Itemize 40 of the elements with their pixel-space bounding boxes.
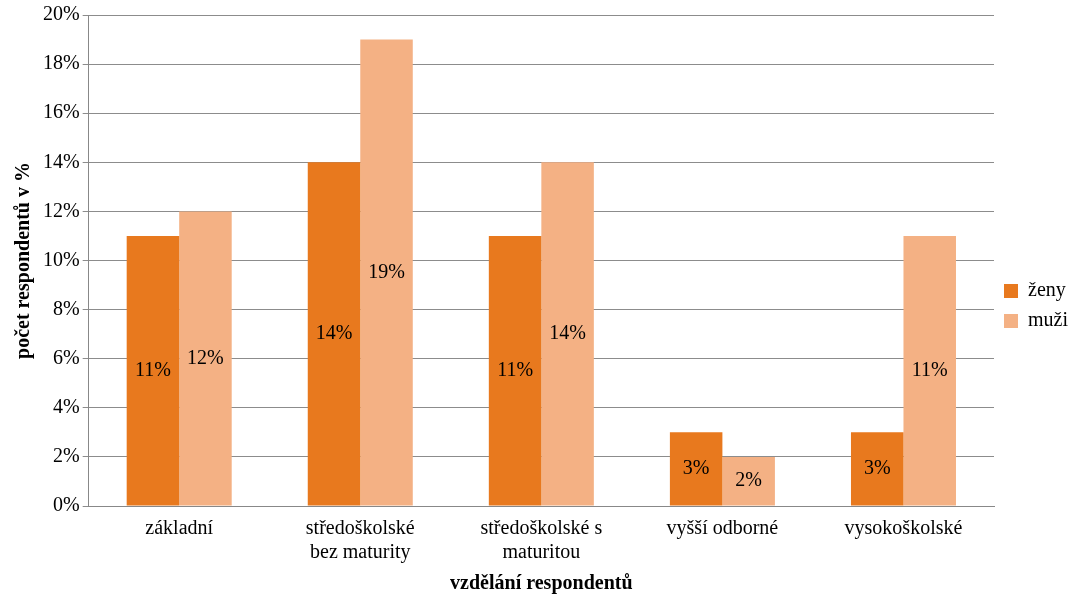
data-label: 3%	[863, 456, 891, 479]
x-axis-title: vzdělání respondentů	[450, 571, 633, 595]
x-tick-label: vysokoškolské	[844, 516, 963, 540]
data-label: 12%	[187, 345, 224, 368]
bar	[126, 235, 180, 506]
bar	[307, 162, 361, 506]
y-tick-label: 12%	[42, 198, 80, 221]
legend-label: muži	[1028, 308, 1069, 331]
bar	[669, 432, 723, 506]
x-tick-label: středoškolské bez maturity	[305, 516, 415, 564]
y-tick-label: 20%	[42, 2, 80, 25]
bar	[360, 39, 413, 506]
y-tick-label: 0%	[52, 493, 80, 516]
bar	[541, 162, 594, 506]
y-tick-label: 4%	[52, 395, 80, 418]
y-tick-label: 14%	[42, 149, 80, 172]
y-tick-label: 18%	[42, 51, 80, 74]
data-label: 11%	[911, 357, 948, 380]
bar	[850, 432, 904, 506]
data-label: 14%	[315, 321, 353, 344]
y-axis-title: počet respondentů v %	[11, 162, 35, 359]
legend-label: ženy	[1028, 278, 1066, 302]
data-label: 3%	[682, 456, 710, 479]
bar	[722, 456, 775, 506]
y-tick-label: 16%	[42, 100, 80, 123]
data-label: 11%	[134, 357, 171, 380]
data-label: 2%	[735, 468, 762, 491]
data-label: 14%	[549, 321, 586, 344]
x-tick-label: vyšší odborné	[666, 516, 779, 540]
bar	[488, 235, 542, 506]
y-tick-label: 10%	[42, 247, 80, 270]
y-tick-label: 2%	[52, 444, 80, 467]
y-tick-label: 8%	[52, 296, 80, 319]
data-label: 11%	[497, 357, 534, 380]
bar	[179, 211, 232, 506]
bar	[903, 235, 956, 506]
x-tick-label: základní	[145, 516, 214, 539]
data-label: 19%	[368, 259, 405, 282]
x-tick-label: středoškolské s maturitou	[480, 516, 603, 563]
y-tick-label: 6%	[52, 345, 80, 368]
